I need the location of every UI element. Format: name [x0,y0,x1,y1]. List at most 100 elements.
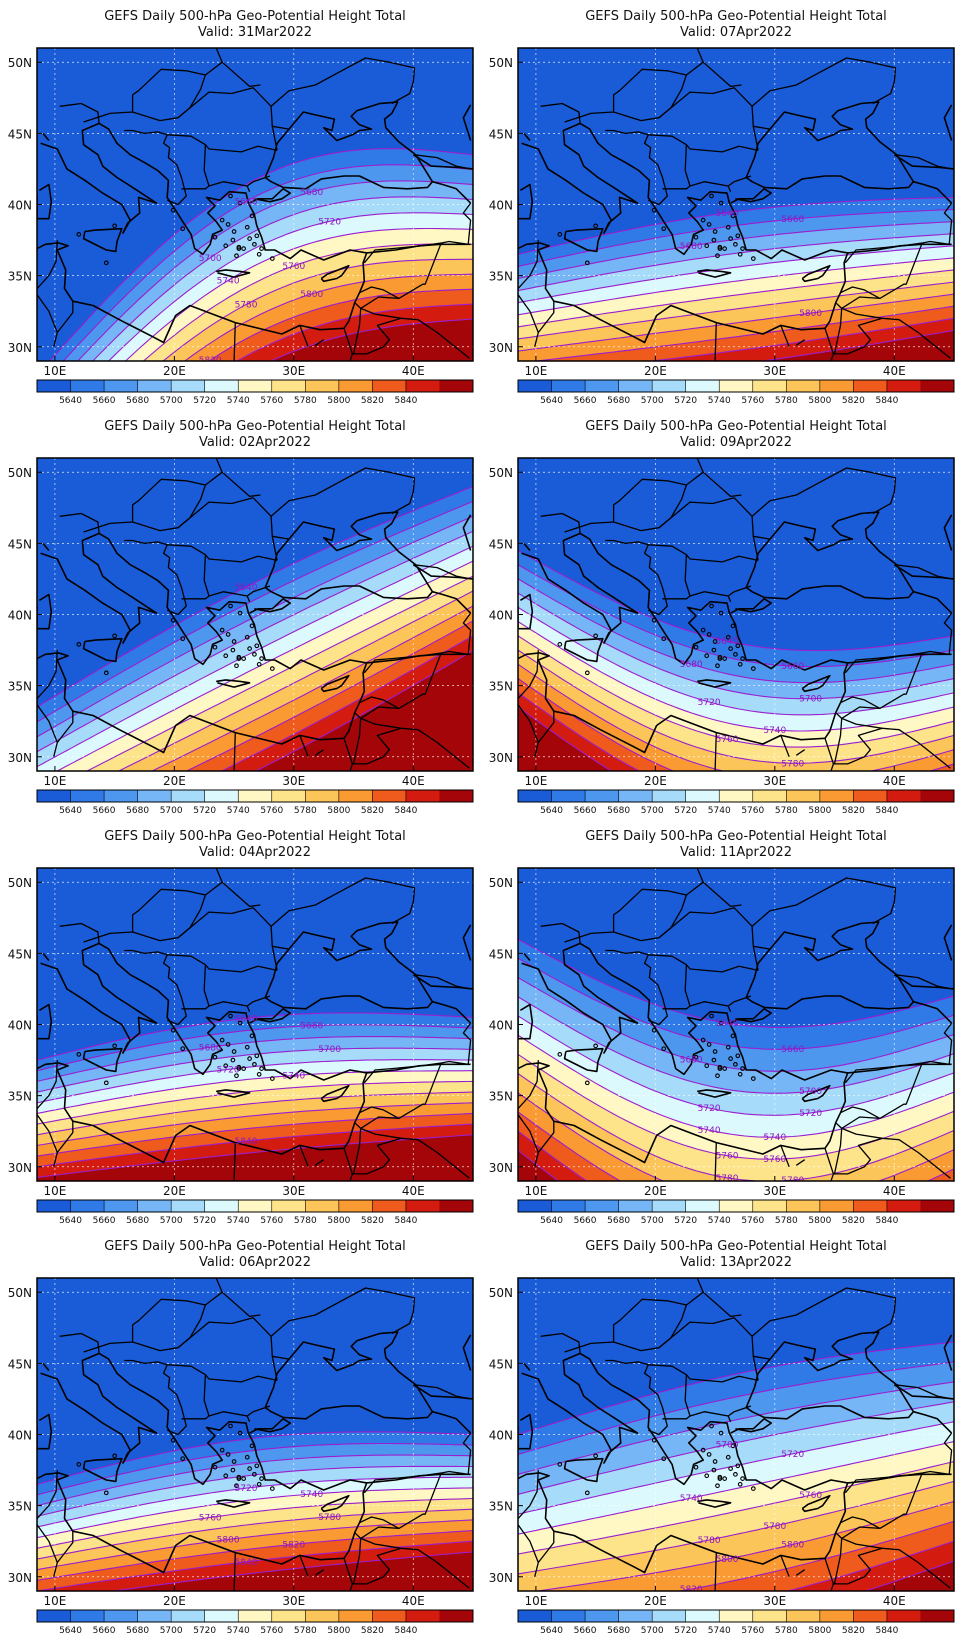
colorbar-swatch [405,790,440,802]
country-border [413,974,471,990]
colorbar-swatch [853,1200,888,1212]
contour-label: 5800 [781,1540,804,1550]
colorbar-swatch [719,380,754,392]
colorbar-label: 5640 [540,1216,563,1226]
coastline [697,679,732,688]
island [706,222,712,227]
island [259,1066,264,1071]
country-border [162,544,187,616]
height-contour [37,1540,473,1591]
lon-tick-label: 10E [524,1594,547,1608]
coastline [745,101,915,190]
country-border [518,240,539,347]
colorbar-label: 5820 [361,806,384,816]
coastline [82,1047,123,1073]
colorbar-frame [36,789,474,803]
island [231,639,237,644]
country-border [537,1531,555,1563]
country-border [643,544,668,616]
coastline [320,1084,350,1103]
height-contour [117,590,473,771]
colorbar-label: 5800 [808,806,831,816]
colorbar-frame [517,789,955,803]
country-border [59,102,100,124]
coastline [913,1000,953,1024]
colorbar-swatch [305,790,340,802]
country-border [221,61,261,88]
colorbar-swatch [719,1200,754,1212]
colorbar-swatch [853,380,888,392]
island [256,1071,262,1077]
island [230,237,236,243]
height-contour [37,1091,473,1136]
island [212,1464,218,1470]
colorbar-label: 5760 [741,396,764,406]
colorbar-label: 5840 [394,806,417,816]
island [180,1046,186,1052]
colorbar-swatch [70,1200,105,1212]
height-contour [518,233,954,292]
height-contour [37,485,473,708]
island [715,253,720,259]
contour-label: 5660 [781,215,804,225]
colorbar-swatch [439,790,474,802]
coastline [523,542,531,552]
height-contour [518,1053,954,1160]
contour-label: 5840 [235,1137,258,1147]
height-contour [162,258,473,361]
contour-label: 5700 [199,254,222,264]
country-border [835,1526,880,1540]
height-contour [785,1540,954,1591]
colorbar-swatch [37,380,71,392]
country-border [177,497,290,540]
country-border [177,87,290,130]
country-border [343,328,354,361]
coastline [216,1089,251,1098]
height-contour [518,1034,954,1138]
country-border [299,735,309,758]
panel-title: GEFS Daily 500-hPa Geo-Potential Height … [104,829,406,844]
panel-title: GEFS Daily 500-hPa Geo-Potential Height … [585,1239,887,1254]
island [180,1456,186,1462]
coastline [518,122,849,344]
colorbar-label: 5640 [59,1216,82,1226]
contour-label: 5760 [199,1513,222,1523]
country-border [246,1005,251,1012]
country-border [343,1558,354,1591]
country-border [363,1432,472,1494]
colorbar-frame [36,1609,474,1623]
country-border [343,738,354,771]
island [730,623,736,629]
country-border [752,946,759,971]
island [237,610,243,616]
country-border [643,954,668,1026]
height-contour [142,243,473,361]
country-border [537,301,555,333]
lat-tick-label: 45N [489,127,513,141]
lat-tick-label: 35N [8,1500,32,1514]
country-border [518,1470,539,1577]
height-contour [37,1123,473,1168]
height-band [37,1134,473,1181]
colorbar-swatch [752,380,787,392]
colorbar-label: 5740 [708,1216,731,1226]
colorbar-label: 5680 [126,806,149,816]
island [557,232,563,237]
colorbar-label: 5740 [708,1626,731,1636]
colorbar-swatch [338,1200,373,1212]
island [76,232,82,237]
island [706,1452,712,1457]
country-border [359,1064,442,1120]
colorbar-swatch [518,790,552,802]
island [661,636,667,642]
island [584,670,590,676]
colorbar-label: 5640 [59,806,82,816]
height-contour [37,1080,473,1125]
contour-label: 5680 [680,660,703,670]
height-contour [37,1497,473,1549]
coastline [801,674,831,693]
contour-label: 5820 [680,1585,703,1595]
country-border [882,317,951,359]
lon-tick-label: 10E [524,364,547,378]
contour-label: 5680 [199,1043,222,1053]
